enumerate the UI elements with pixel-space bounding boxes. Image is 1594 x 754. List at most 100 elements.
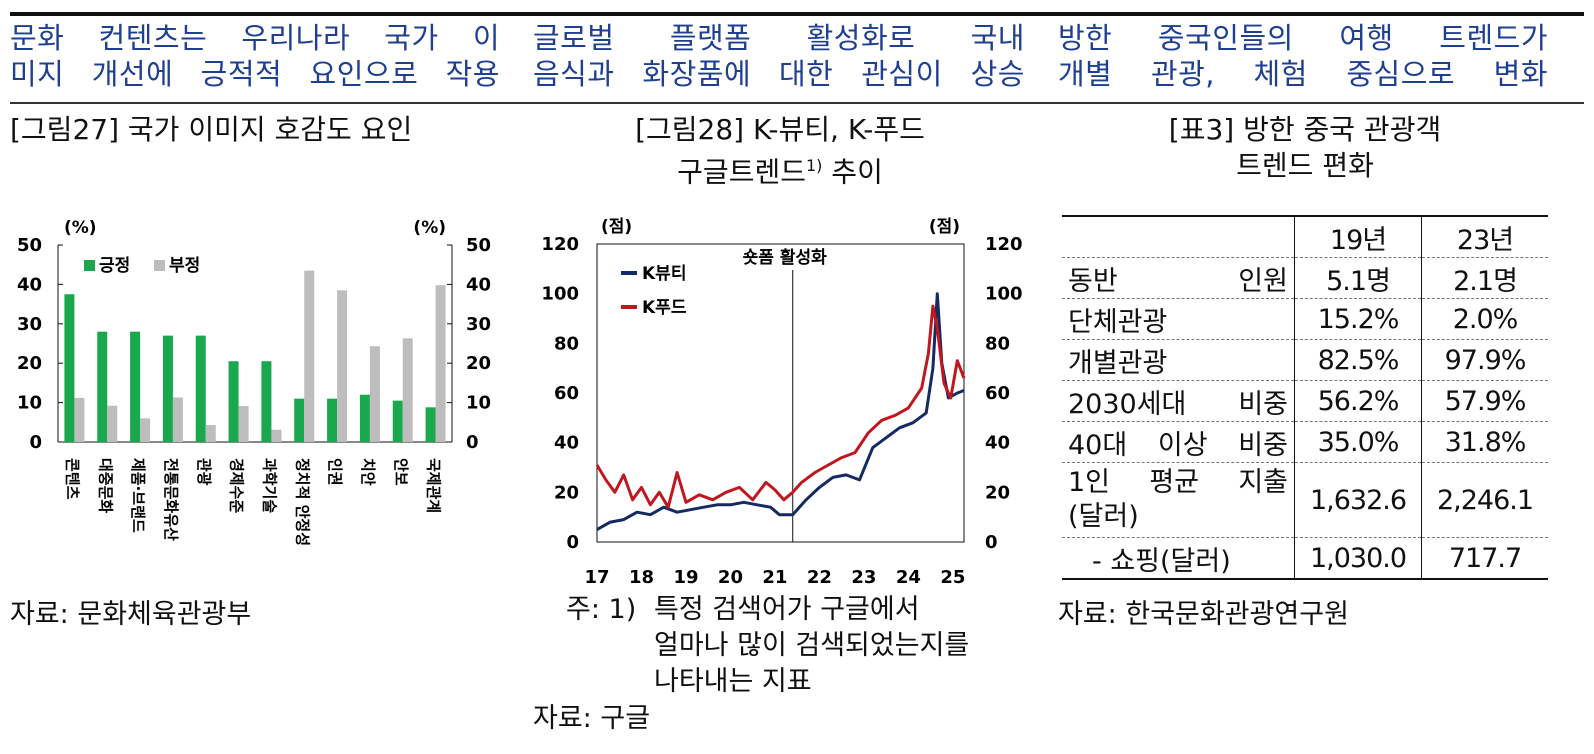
x-tick-label: 안보 <box>392 458 410 486</box>
y-unit-right: (%) <box>413 218 446 238</box>
y-tick-label-right: 50 <box>466 235 491 256</box>
headline-2-line2: 음식과 화장품에 대한 관심이 상승 <box>533 57 1025 91</box>
y-tick-label-right: 80 <box>985 333 1010 354</box>
y-tick-label-right: 30 <box>466 314 491 335</box>
y-unit-right: (점) <box>929 217 960 237</box>
bar-부정-치안 <box>369 346 380 442</box>
y-tick-label-left: 100 <box>541 284 579 305</box>
table-row: 단체관광 15.2% 2.0% <box>1062 298 1548 340</box>
bar-긍정-관광 <box>195 335 206 442</box>
legend-label-K푸드: K푸드 <box>642 298 687 318</box>
row-label: 단체관광 <box>1062 298 1295 340</box>
y-tick-label-left: 20 <box>554 482 579 503</box>
bar-긍정-인권 <box>327 398 338 442</box>
table-row: 개별관광 82.5% 97.9% <box>1062 339 1548 381</box>
x-tick-label: 21 <box>762 567 787 588</box>
table-header-19: 19년 <box>1293 215 1422 258</box>
x-tick-label: 22 <box>807 567 832 588</box>
y-unit-left: (%) <box>64 218 97 238</box>
table-row: 2030세대 비중 56.2% 57.9% <box>1062 380 1548 422</box>
row-label: 2030세대 비중 <box>1062 380 1295 422</box>
bar-긍정-제품·브랜드 <box>130 331 141 442</box>
x-tick-label: 치안 <box>359 458 377 486</box>
bar-긍정-전통문화유산 <box>162 335 173 442</box>
series-line-K뷰티 <box>596 292 965 531</box>
fig27-bar-chart: (%) (%) 0 0 10 10 20 20 30 30 40 40 50 50 콘텐츠 대중문화 제품·브랜… <box>17 218 491 546</box>
bar-긍정-과학기술 <box>261 361 272 442</box>
cell-23: 2.1명 <box>1421 257 1548 299</box>
fig28-title-line2-text: 구글트렌드 <box>677 155 806 189</box>
x-tick-label: 대중문화 <box>96 458 114 513</box>
series-line-K푸드 <box>595 304 966 509</box>
row-label-line2: (달러) <box>1068 501 1139 532</box>
x-tick-label: 18 <box>629 567 654 588</box>
bar-부정-국제관계 <box>435 285 446 442</box>
legend-label-부정: 부정 <box>169 256 200 276</box>
row-label: 1인 평균 지출 (달러) <box>1062 462 1295 538</box>
fig28-title-sup: 1) <box>805 156 823 175</box>
bar-부정-제품·브랜드 <box>140 418 151 442</box>
y-tick-label-left: 0 <box>566 532 579 553</box>
fig28-note-line3: 나타내는 지표 <box>654 666 812 697</box>
y-unit-left: (점) <box>601 217 632 237</box>
x-tick-label: 17 <box>584 567 609 588</box>
cell-23: 31.8% <box>1421 421 1548 463</box>
y-tick-label-left: 40 <box>17 274 42 295</box>
table3-source: 자료: 한국문화관광연구원 <box>1058 599 1349 630</box>
cell-19: 1,632.6 <box>1293 462 1422 538</box>
row-label: 40대 이상 비중 <box>1062 421 1295 463</box>
table-row: 40대 이상 비중 35.0% 31.8% <box>1062 421 1548 463</box>
header-rule <box>10 102 1584 104</box>
table3-title: [표3] 방한 중국 관광객 트렌드 편화 <box>1062 112 1548 184</box>
headline-3-line1: 방한 중국인들의 여행 트렌드가 <box>1058 21 1548 55</box>
fig27-source: 자료: 문화체육관광부 <box>10 599 252 630</box>
fig27-title: [그림27] 국가 이미지 호감도 요인 <box>10 113 413 146</box>
legend-swatch-긍정 <box>84 260 95 271</box>
bar-긍정-안보 <box>392 400 403 442</box>
table-header-row: 19년 23년 <box>1062 215 1548 258</box>
annotation-label: 숏폼 활성화 <box>743 247 827 268</box>
table-row: 1인 평균 지출 (달러) 1,632.6 2,246.1 <box>1062 462 1548 538</box>
legend-swatch-부정 <box>154 260 165 271</box>
y-tick-label-left: 30 <box>17 314 42 335</box>
cell-23: 57.9% <box>1421 380 1548 422</box>
y-tick-label-left: 0 <box>29 432 42 453</box>
legend-label-K뷰티: K뷰티 <box>642 264 686 284</box>
x-tick-label: 19 <box>673 567 698 588</box>
cell-19: 1,030.0 <box>1293 537 1422 580</box>
bar-긍정-국제관계 <box>425 407 436 442</box>
fig28-title-line1: [그림28] K-뷰티, K-푸드 <box>635 113 925 146</box>
x-tick-label: 콘텐츠 <box>63 458 81 500</box>
bar-부정-관광 <box>205 425 216 442</box>
fig28-source: 자료: 구글 <box>533 703 651 734</box>
bar-부정-안보 <box>402 338 413 442</box>
x-tick-label: 관광 <box>195 458 213 486</box>
bar-부정-인권 <box>337 290 348 442</box>
headline-1-line1: 문화 컨텐츠는 우리나라 국가 이 <box>10 21 500 55</box>
y-tick-label-left: 20 <box>17 353 42 374</box>
fig28-note-prefix: 주: 1) <box>566 594 637 625</box>
fig28-title-line2-end: 추이 <box>822 155 883 189</box>
x-tick-label: 제품·브랜드 <box>129 458 147 533</box>
y-tick-label-right: 20 <box>466 353 491 374</box>
bar-긍정-정치적 안정성 <box>294 398 305 442</box>
cell-19: 5.1명 <box>1293 257 1422 299</box>
y-tick-label-right: 10 <box>466 393 491 414</box>
bar-부정-콘텐츠 <box>74 397 85 442</box>
top-rule <box>10 12 1584 16</box>
fig28-title: [그림28] K-뷰티, K-푸드 구글트렌드1) 추이 <box>545 112 1015 190</box>
x-tick-label: 과학기술 <box>260 458 278 513</box>
x-tick-label: 전통문화유산 <box>162 458 180 541</box>
bar-긍정-콘텐츠 <box>64 294 75 442</box>
x-tick-label: 경제수준 <box>228 458 246 513</box>
fig28-title-line2: 구글트렌드1) 추이 <box>545 148 1015 190</box>
row-label: 개별관광 <box>1062 339 1295 381</box>
headline-2: 글로벌 플랫폼 활성화로 국내 음식과 화장품에 대한 관심이 상승 <box>533 20 1025 92</box>
bar-긍정-치안 <box>359 394 370 442</box>
y-tick-label-right: 0 <box>466 432 479 453</box>
bar-부정-전통문화유산 <box>172 397 183 442</box>
y-tick-label-left: 120 <box>541 234 579 255</box>
y-tick-label-left: 80 <box>554 333 579 354</box>
y-tick-label-right: 40 <box>466 274 491 295</box>
table3-title-line2: 트렌드 편화 <box>1236 149 1374 182</box>
